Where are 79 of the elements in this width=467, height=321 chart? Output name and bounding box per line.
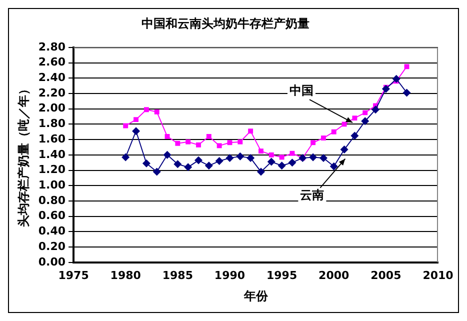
point bbox=[132, 127, 140, 136]
y-tick-label: 1.00 bbox=[38, 178, 66, 192]
point bbox=[342, 122, 347, 127]
point bbox=[361, 117, 370, 126]
point bbox=[340, 146, 348, 154]
point bbox=[186, 139, 191, 144]
point bbox=[402, 88, 411, 97]
point bbox=[152, 168, 161, 176]
point bbox=[288, 158, 296, 167]
y-axis-title: 头均存栏产奶量（吨／年） bbox=[16, 82, 30, 227]
point bbox=[215, 157, 224, 166]
y-tick-label: 2.60 bbox=[38, 56, 66, 69]
y-tick-label: 1.40 bbox=[38, 148, 66, 161]
y-tick-label: 2.80 bbox=[38, 40, 66, 54]
point bbox=[175, 140, 180, 146]
point bbox=[256, 168, 265, 176]
point bbox=[362, 110, 368, 116]
point bbox=[352, 116, 358, 121]
point bbox=[194, 156, 202, 164]
point bbox=[226, 154, 234, 162]
point bbox=[404, 64, 410, 70]
x-tick-label: 2000 bbox=[318, 268, 350, 282]
point bbox=[238, 139, 243, 144]
point bbox=[123, 123, 128, 128]
point bbox=[382, 84, 390, 93]
point bbox=[290, 150, 295, 156]
point bbox=[279, 154, 284, 160]
y-tick-label: 1.20 bbox=[38, 163, 66, 176]
y-tick-label: 0.60 bbox=[38, 209, 66, 222]
y-tick-label: 2.20 bbox=[38, 86, 66, 100]
y-tick-label: 0.20 bbox=[38, 240, 66, 253]
x-axis-title: 年份 bbox=[242, 288, 269, 303]
x-tick-label: 1980 bbox=[110, 268, 142, 282]
x-tick-label: 1975 bbox=[58, 268, 89, 282]
point bbox=[184, 163, 192, 172]
annotation: 中国 bbox=[289, 84, 314, 98]
point bbox=[319, 154, 328, 162]
x-tick-label: 1995 bbox=[266, 268, 298, 282]
point bbox=[330, 162, 338, 170]
point bbox=[174, 160, 182, 168]
y-tick-label: 1.60 bbox=[38, 132, 66, 146]
x-tick-label: 1985 bbox=[162, 268, 193, 282]
point bbox=[163, 150, 172, 159]
y-tick-label: 1.80 bbox=[38, 117, 66, 130]
point bbox=[278, 162, 286, 170]
point bbox=[164, 134, 170, 139]
point bbox=[204, 162, 213, 170]
point bbox=[246, 154, 255, 162]
point bbox=[350, 132, 359, 140]
point bbox=[268, 152, 274, 158]
point bbox=[310, 140, 316, 146]
chart-title: 中国和云南头均奶牛存栏产奶量 bbox=[142, 16, 310, 30]
x-tick-label: 1990 bbox=[214, 268, 246, 282]
y-tick-label: 2.40 bbox=[38, 70, 66, 84]
point bbox=[320, 136, 326, 140]
point bbox=[392, 74, 400, 83]
y-tick-label: 0.80 bbox=[38, 194, 66, 207]
point bbox=[372, 106, 380, 114]
point bbox=[309, 153, 318, 162]
point bbox=[258, 148, 264, 154]
x-tick-label: 2005 bbox=[370, 268, 402, 282]
point bbox=[144, 107, 149, 112]
y-tick-label: 0.40 bbox=[38, 224, 66, 238]
point bbox=[206, 134, 212, 139]
point bbox=[331, 129, 336, 134]
annotation: 云南 bbox=[300, 188, 324, 202]
point bbox=[216, 143, 222, 148]
point bbox=[154, 109, 160, 114]
point bbox=[248, 128, 254, 134]
y-tick-label: 0.00 bbox=[38, 255, 66, 268]
point bbox=[196, 142, 201, 148]
point bbox=[227, 140, 232, 146]
point bbox=[267, 158, 276, 166]
point bbox=[236, 152, 244, 160]
x-tick-label: 2010 bbox=[422, 268, 454, 282]
y-tick-label: 2.00 bbox=[38, 102, 66, 115]
point bbox=[142, 159, 150, 168]
point bbox=[122, 153, 130, 162]
point bbox=[134, 117, 138, 122]
